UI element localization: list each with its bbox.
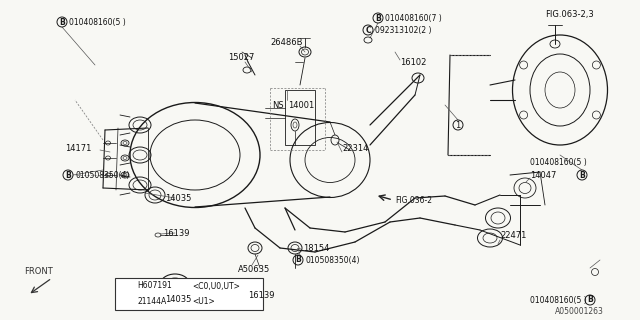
Text: 14035: 14035: [165, 194, 191, 203]
Text: 010408160(5 ): 010408160(5 ): [530, 157, 587, 166]
Text: B: B: [587, 295, 593, 305]
Text: <U1>: <U1>: [192, 298, 215, 307]
Text: NS: NS: [272, 100, 284, 109]
Text: A50635: A50635: [238, 266, 270, 275]
Text: 18154: 18154: [303, 244, 330, 252]
Text: 010508350(4): 010508350(4): [75, 171, 129, 180]
Bar: [285, 90, 315, 145]
Text: <C0,U0,UT>: <C0,U0,UT>: [192, 282, 240, 291]
Text: 16139: 16139: [248, 291, 275, 300]
Text: B: B: [59, 18, 65, 27]
Text: 21144A: 21144A: [137, 298, 166, 307]
Text: C: C: [365, 26, 371, 35]
Text: 092313102(2 ): 092313102(2 ): [375, 26, 431, 35]
Text: 26486B: 26486B: [270, 37, 303, 46]
Text: 010408160(7 ): 010408160(7 ): [385, 13, 442, 22]
Text: 010508350(4): 010508350(4): [305, 255, 360, 265]
Text: 1: 1: [456, 121, 461, 130]
Text: 14171: 14171: [65, 143, 92, 153]
Text: 16102: 16102: [400, 58, 426, 67]
Bar: [115, 278, 263, 310]
Text: A050001263: A050001263: [555, 308, 604, 316]
Text: B: B: [65, 171, 71, 180]
Text: B: B: [375, 13, 381, 22]
Text: 1: 1: [123, 298, 127, 307]
Text: 010408160(5 ): 010408160(5 ): [69, 18, 125, 27]
Text: FIG.036-2: FIG.036-2: [395, 196, 432, 204]
Text: 14047: 14047: [530, 171, 556, 180]
Text: H607191: H607191: [137, 282, 172, 291]
Text: 14001: 14001: [288, 100, 314, 109]
Text: 14035: 14035: [165, 295, 191, 305]
Text: 1: 1: [123, 282, 127, 291]
Text: 15027: 15027: [228, 52, 254, 61]
Text: B: B: [295, 255, 301, 265]
Text: 22471: 22471: [500, 230, 526, 239]
Text: FRONT: FRONT: [24, 268, 52, 276]
Text: B: B: [579, 171, 585, 180]
Text: 16139: 16139: [163, 228, 189, 237]
Text: 22314: 22314: [342, 143, 369, 153]
Text: FIG.063-2,3: FIG.063-2,3: [545, 10, 594, 19]
Text: 010408160(5 ): 010408160(5 ): [530, 295, 587, 305]
